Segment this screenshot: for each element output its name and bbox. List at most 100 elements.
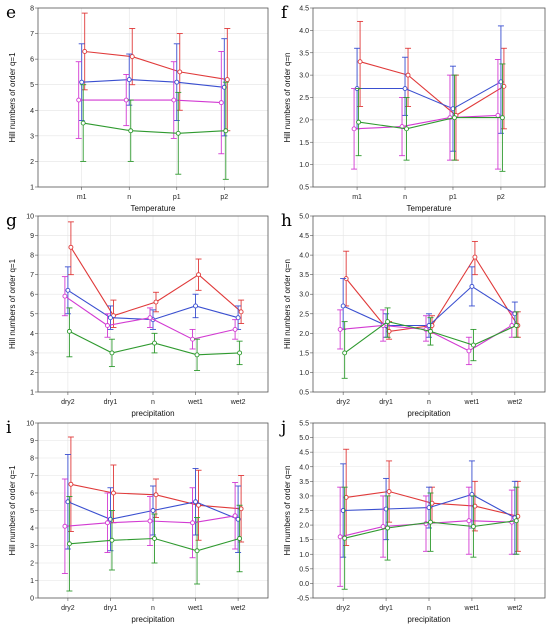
series-line xyxy=(78,99,222,104)
data-point xyxy=(238,506,244,512)
y-tick-label: 3 xyxy=(30,133,34,140)
x-tick-label: dry2 xyxy=(61,605,75,612)
x-tick-label: wet2 xyxy=(506,399,522,406)
y-tick-label: 1.0 xyxy=(299,552,309,559)
y-tick-label: 8 xyxy=(30,253,34,260)
x-tick-label: wet2 xyxy=(506,605,522,612)
y-tick-label: 0.0 xyxy=(299,581,309,588)
data-point xyxy=(66,328,72,334)
series-magenta xyxy=(61,478,239,574)
y-tick-label: 4.0 xyxy=(299,464,309,471)
series-line xyxy=(84,50,228,81)
data-point xyxy=(513,323,519,328)
y-tick-label: 2.0 xyxy=(299,331,309,338)
x-tick-label: n xyxy=(427,399,431,406)
x-tick-label: wet1 xyxy=(464,399,480,406)
data-point xyxy=(221,84,227,90)
y-tick-label: 1 xyxy=(30,390,34,397)
data-point xyxy=(351,126,357,132)
y-tick-label: 7 xyxy=(30,272,34,279)
data-point xyxy=(193,303,199,309)
y-tick-label: 4.5 xyxy=(299,233,309,240)
data-point xyxy=(428,328,433,334)
panel-letter: i xyxy=(6,418,12,438)
data-point xyxy=(469,492,475,497)
y-tick-label: 3.5 xyxy=(299,272,309,279)
data-point xyxy=(123,97,129,103)
y-tick-label: 3 xyxy=(30,543,34,550)
data-point xyxy=(356,119,362,125)
chart-panel-f: f 0.5 1.0 1.5 2.0 2.5 3.0 3.5 4.0 4.5 m1 n p1 p2 Tempe… xyxy=(281,3,546,213)
data-point xyxy=(470,524,476,529)
series-blue xyxy=(340,460,518,558)
data-point xyxy=(235,315,241,321)
data-point xyxy=(152,536,157,541)
y-tick-label: 1.5 xyxy=(299,350,309,357)
data-point xyxy=(196,272,202,278)
data-point xyxy=(469,283,475,289)
data-point xyxy=(385,525,391,531)
data-point xyxy=(428,519,433,525)
x-tick-label: dry2 xyxy=(61,399,75,406)
data-point xyxy=(190,336,196,342)
series-magenta xyxy=(351,59,501,170)
y-axis-label: Hill numbers of order q=n xyxy=(283,52,292,142)
data-point xyxy=(237,536,243,541)
data-point xyxy=(495,112,501,118)
series-line xyxy=(357,81,502,110)
data-point xyxy=(107,315,113,321)
y-tick-label: 3.5 xyxy=(299,50,309,57)
data-point xyxy=(223,128,229,134)
data-point xyxy=(190,520,196,526)
data-point xyxy=(129,54,135,60)
y-tick-label: 1.0 xyxy=(299,162,309,169)
data-point xyxy=(357,59,363,65)
series-red xyxy=(67,221,245,328)
data-point xyxy=(498,79,504,85)
y-tick-label: 7 xyxy=(30,473,34,480)
plot-frame xyxy=(312,7,546,188)
y-tick-label: 5.0 xyxy=(299,435,309,442)
x-tick-label: m1 xyxy=(77,194,87,201)
data-point xyxy=(147,315,153,321)
data-point xyxy=(218,100,224,106)
data-point xyxy=(128,128,134,134)
x-axis-label: precipitation xyxy=(407,615,450,624)
y-tick-label: 2.5 xyxy=(299,311,309,318)
data-point xyxy=(466,518,472,524)
y-tick-label: 1.0 xyxy=(299,370,309,377)
data-point xyxy=(194,352,200,358)
y-axis-label: Hill numbers of order q=n xyxy=(283,259,292,349)
data-point xyxy=(80,120,86,126)
series-red xyxy=(343,448,521,552)
plot-frame xyxy=(37,422,269,599)
x-tick-label: dry2 xyxy=(336,605,350,612)
x-axis-label: precipitation xyxy=(407,409,450,418)
x-tick-label: n xyxy=(151,399,155,406)
series-magenta xyxy=(75,51,225,155)
y-tick-label: 1.5 xyxy=(299,537,309,544)
data-point xyxy=(426,505,432,511)
series-blue xyxy=(354,25,504,152)
data-point xyxy=(76,97,82,103)
data-point xyxy=(79,79,85,85)
x-tick-label: p1 xyxy=(449,194,457,201)
series-green xyxy=(341,486,520,590)
y-tick-label: 1 xyxy=(30,578,34,585)
chart-panel-i: i 0 1 2 3 4 5 6 7 8 9 10 dry2 dry1 n wet1 wet2 precipitat… xyxy=(6,418,269,624)
y-tick-label: 5 xyxy=(30,508,34,515)
y-tick-label: 0.5 xyxy=(299,566,309,573)
data-point xyxy=(110,490,116,496)
series-line xyxy=(359,61,505,117)
data-point xyxy=(404,126,409,132)
x-axis-label: precipitation xyxy=(131,409,174,418)
data-point xyxy=(104,323,110,328)
data-point xyxy=(405,72,411,78)
x-tick-label: n xyxy=(403,194,407,201)
y-tick-label: 3.0 xyxy=(299,493,309,500)
data-point xyxy=(194,548,200,554)
x-axis-label: Temperature xyxy=(407,204,452,213)
y-tick-label: 2 xyxy=(30,159,34,166)
x-tick-label: wet1 xyxy=(187,399,203,406)
